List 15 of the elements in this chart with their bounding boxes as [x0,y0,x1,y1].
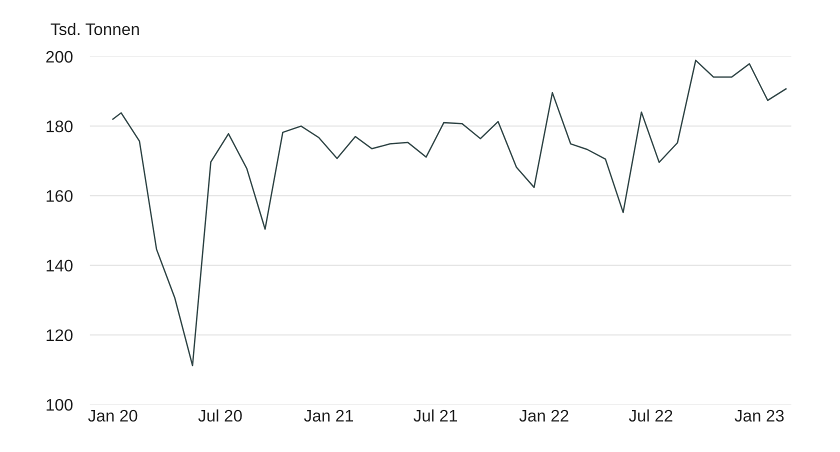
x-tick-label: Jan 23 [734,410,784,422]
x-tick-label: Jan 20 [88,410,138,422]
y-tick-label: 160 [46,190,73,202]
x-tick-label: Jul 20 [198,409,242,422]
x-tick-label: Jul 22 [628,409,672,422]
line-series [112,60,787,366]
y-tick-label: 140 [46,260,73,272]
x-tick-label: Jan 21 [304,410,353,422]
x-tick-label: Jan 22 [519,410,568,422]
y-tick-label: 120 [46,329,73,342]
x-tick-label: Jul 21 [414,409,457,422]
y-tick-label: 100 [46,398,73,411]
y-tick-label: 200 [46,50,73,63]
y-axis-title: Tsd. Tonnen [50,22,139,36]
y-tick-label: 180 [46,120,73,132]
